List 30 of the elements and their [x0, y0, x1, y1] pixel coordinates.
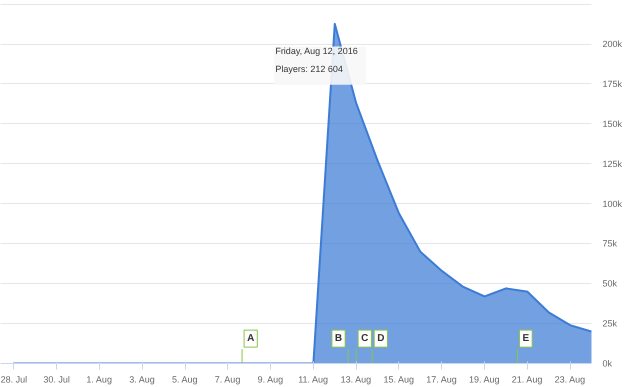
y-tick-label: 150k — [602, 118, 623, 129]
x-tick-label: 11. Aug — [298, 374, 328, 384]
y-tick-label: 25k — [602, 318, 618, 329]
y-tick-label: 175k — [602, 78, 623, 89]
annotation: E — [522, 333, 530, 344]
x-tick-label: 1. Aug — [86, 374, 112, 384]
x-tick-label: 17. Aug — [426, 374, 457, 384]
x-tick-label: 19. Aug — [469, 374, 500, 384]
annotation: Friday, Aug 12, 2016 — [275, 46, 358, 56]
annotation: D — [377, 333, 384, 344]
annotation: C — [361, 333, 368, 344]
x-tick-label: 30. Jul — [43, 374, 70, 384]
y-tick-label: 0k — [602, 358, 613, 368]
x-tick-label: 15. Aug — [383, 374, 414, 384]
x-tick-label: 9. Aug — [258, 374, 284, 384]
x-tick-label: 21. Aug — [512, 374, 542, 384]
y-tick-label: 200k — [602, 39, 623, 50]
y-tick-label: 100k — [602, 198, 623, 209]
x-tick-label: 28. Jul — [0, 374, 28, 384]
y-tick-label: 50k — [602, 278, 618, 289]
annotation: Players: 212 604 — [275, 64, 343, 74]
x-tick-label: 23. Aug — [554, 374, 586, 384]
annotation: A — [247, 333, 254, 344]
y-tick-label: 125k — [602, 158, 623, 169]
x-tick-label: 13. Aug — [340, 374, 372, 384]
x-tick-label: 5. Aug — [172, 374, 198, 384]
x-tick-label: 3. Aug — [129, 374, 155, 384]
y-tick-label: 75k — [602, 238, 618, 249]
x-tick-label: 7. Aug — [214, 374, 240, 384]
annotation: B — [334, 333, 342, 344]
